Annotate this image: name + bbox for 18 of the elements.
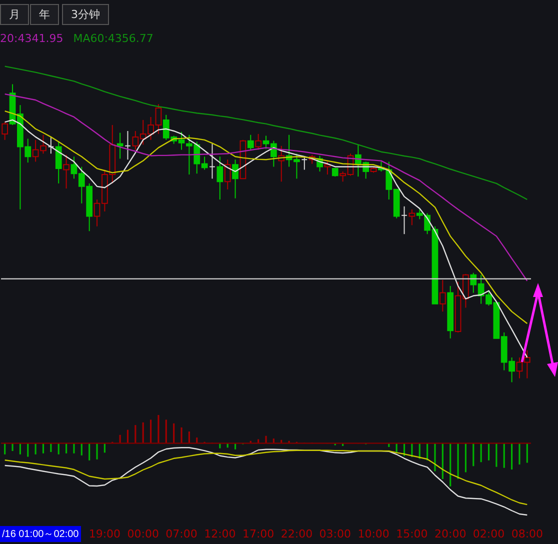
text: 年 — [30, 4, 59, 25]
text: 3分钟 — [62, 4, 109, 25]
x-tick-label: 20:00 — [434, 528, 466, 540]
text: MA60:4356.77 — [73, 32, 154, 45]
text: /16 01:00～02:00 — [0, 526, 81, 542]
x-tick-label: 02:00 — [472, 528, 505, 540]
x-tick-label: 03:00 — [319, 528, 351, 540]
x-tick-label: 22:00 — [280, 528, 313, 540]
x-tick-label: 07:00 — [166, 528, 198, 540]
x-tick-label: 00:00 — [127, 528, 159, 540]
x-tick-label: 10:00 — [358, 528, 390, 540]
x-tick-label: 12:00 — [204, 528, 236, 540]
x-tick-label: 08:00 — [511, 528, 544, 540]
x-tick-label: 15:00 — [396, 528, 428, 540]
text: 20:4341.95 — [0, 32, 64, 45]
x-tick-label: 17:00 — [242, 528, 274, 540]
x-tick-label: 19:00 — [88, 528, 121, 540]
text: 月 — [0, 4, 29, 25]
